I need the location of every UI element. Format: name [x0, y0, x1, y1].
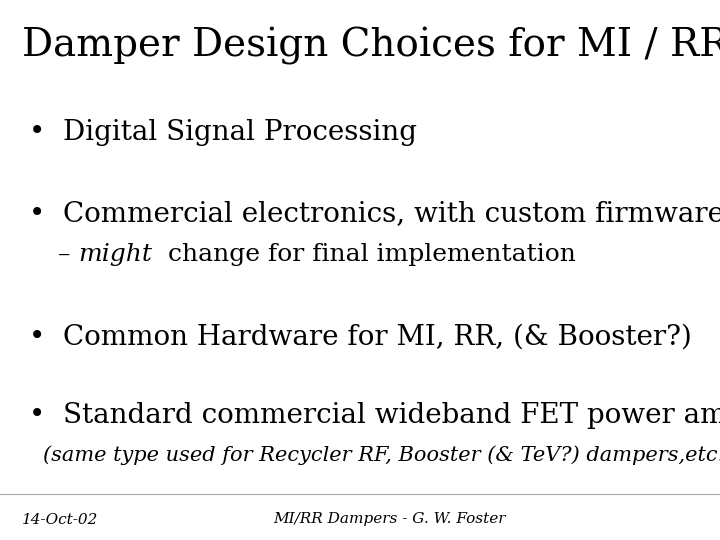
Text: might: might — [78, 243, 152, 266]
Text: 14-Oct-02: 14-Oct-02 — [22, 512, 98, 526]
Text: MI/RR Dampers - G. W. Foster: MI/RR Dampers - G. W. Foster — [274, 512, 506, 526]
Text: •  Commercial electronics, with custom firmware: • Commercial electronics, with custom fi… — [29, 200, 720, 227]
Text: •  Standard commercial wideband FET power amps: • Standard commercial wideband FET power… — [29, 402, 720, 429]
Text: change for final implementation: change for final implementation — [152, 243, 576, 266]
Text: –: – — [58, 243, 78, 266]
Text: •  Digital Signal Processing: • Digital Signal Processing — [29, 119, 417, 146]
Text: (same type used for Recycler RF, Booster (& TeV?) dampers,etc.): (same type used for Recycler RF, Booster… — [43, 446, 720, 465]
Text: Damper Design Choices for MI / RR: Damper Design Choices for MI / RR — [22, 27, 720, 65]
Text: •  Common Hardware for MI, RR, (& Booster?): • Common Hardware for MI, RR, (& Booster… — [29, 324, 692, 351]
